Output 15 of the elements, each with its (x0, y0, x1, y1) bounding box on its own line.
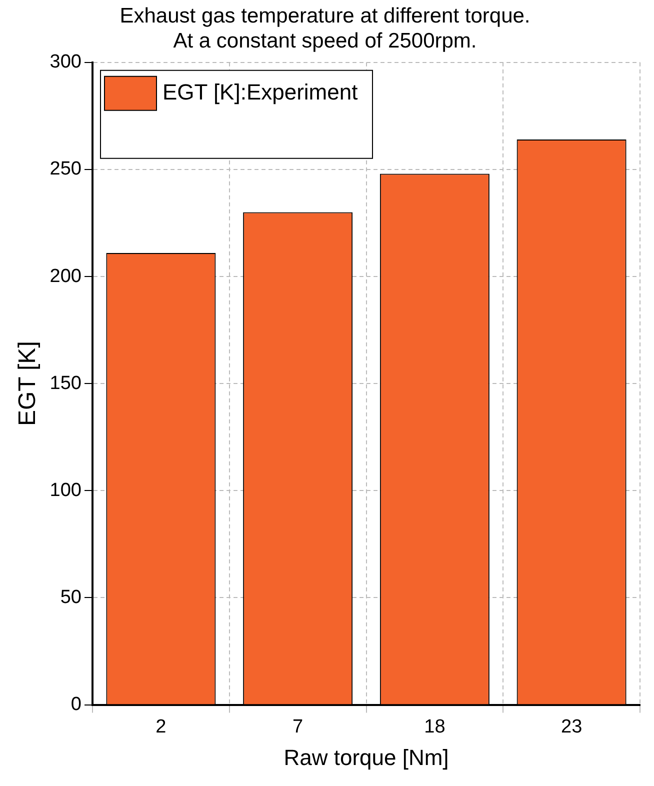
x-tick-label: 18 (424, 716, 446, 738)
x-tick-label: 23 (560, 716, 582, 738)
y-axis-title: EGT [K] (14, 341, 42, 426)
y-tick-label: 150 (50, 372, 82, 394)
x-tick-label: 7 (292, 716, 304, 738)
y-tick-label: 0 (70, 694, 82, 716)
legend-label: EGT [K]:Experiment (162, 79, 358, 104)
y-tick-label: 300 (50, 52, 82, 73)
y-tick-label: 200 (50, 266, 82, 287)
y-tick-label: 250 (50, 158, 82, 180)
y-tick-label: 100 (50, 480, 82, 501)
x-tick-label: 2 (156, 716, 166, 738)
y-tick-label: 50 (60, 586, 82, 608)
chart-title: Exhaust gas temperature at different torque. At a constant speed of 2500rpm. (120, 4, 530, 53)
x-axis-title: Raw torque [Nm] (284, 744, 449, 770)
